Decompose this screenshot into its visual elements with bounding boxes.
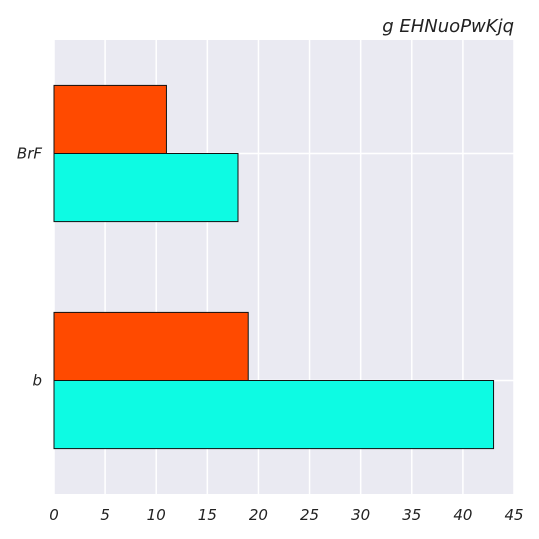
x-tick-label: 40 [453,506,472,524]
y-tick-labels: BrF b [17,145,42,390]
x-tick-label: 35 [402,506,421,524]
x-tick-label: 30 [351,506,370,524]
bar [53,311,249,381]
y-tick-label: BrF [17,145,42,163]
bars [53,84,495,450]
x-tick-label: 0 [49,506,59,524]
x-tick-label: 25 [300,506,319,524]
x-tick-label: 20 [249,506,268,524]
bar [53,84,167,154]
bar [53,153,239,223]
bar [53,380,495,450]
x-tick-label: 10 [147,506,166,524]
x-tick-labels: 0 5 10 15 20 25 30 35 40 45 [49,506,523,524]
x-tick-label: 45 [504,506,523,524]
x-tick-label: 5 [100,506,110,524]
x-tick-label: 15 [198,506,217,524]
chart-title: g EHNuoPwKjq [382,16,514,37]
y-tick-label: b [32,372,42,390]
